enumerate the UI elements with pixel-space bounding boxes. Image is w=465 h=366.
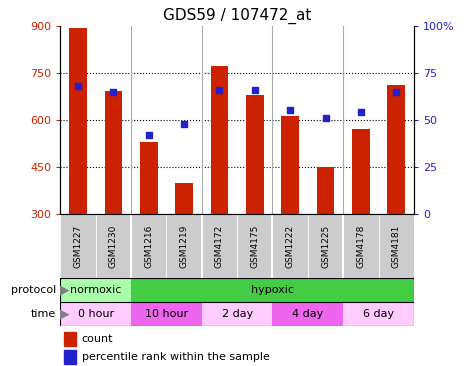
- Point: [216, 87, 223, 93]
- Text: time: time: [31, 309, 56, 319]
- FancyBboxPatch shape: [131, 214, 166, 278]
- Point: [74, 83, 82, 89]
- FancyBboxPatch shape: [96, 214, 131, 278]
- Point: [392, 89, 400, 94]
- Bar: [131, 302, 202, 326]
- Point: [145, 132, 153, 138]
- Text: GSM1225: GSM1225: [321, 224, 330, 268]
- FancyBboxPatch shape: [343, 214, 379, 278]
- Bar: [343, 302, 414, 326]
- FancyBboxPatch shape: [379, 214, 414, 278]
- Point: [286, 108, 294, 113]
- Bar: [272, 302, 343, 326]
- Text: GSM1216: GSM1216: [144, 224, 153, 268]
- Text: 2 day: 2 day: [221, 309, 253, 319]
- Bar: [69, 28, 87, 214]
- Text: GSM1219: GSM1219: [179, 224, 189, 268]
- Bar: [211, 67, 228, 214]
- Point: [110, 89, 117, 94]
- Text: 6 day: 6 day: [363, 309, 394, 319]
- Text: count: count: [82, 334, 113, 344]
- Bar: [105, 91, 122, 214]
- Text: GSM1230: GSM1230: [109, 224, 118, 268]
- FancyBboxPatch shape: [202, 214, 237, 278]
- Bar: [64, 332, 76, 346]
- Bar: [387, 85, 405, 214]
- FancyBboxPatch shape: [166, 214, 202, 278]
- Text: GSM4181: GSM4181: [392, 224, 401, 268]
- Bar: [317, 167, 334, 214]
- Text: hypoxic: hypoxic: [251, 285, 294, 295]
- Text: percentile rank within the sample: percentile rank within the sample: [82, 352, 270, 362]
- Text: GSM1222: GSM1222: [286, 225, 295, 268]
- Bar: [64, 350, 76, 364]
- Text: ▶: ▶: [60, 307, 69, 320]
- Bar: [60, 302, 131, 326]
- Text: 4 day: 4 day: [292, 309, 324, 319]
- FancyBboxPatch shape: [60, 214, 96, 278]
- Text: 0 hour: 0 hour: [78, 309, 114, 319]
- Text: ▶: ▶: [60, 284, 69, 296]
- Bar: [281, 116, 299, 214]
- Bar: [202, 302, 272, 326]
- FancyBboxPatch shape: [237, 214, 272, 278]
- Text: GSM4178: GSM4178: [356, 224, 365, 268]
- Bar: [246, 95, 264, 214]
- Text: protocol: protocol: [11, 285, 56, 295]
- Point: [180, 121, 188, 127]
- Point: [322, 115, 329, 121]
- Bar: [140, 142, 158, 214]
- Bar: [60, 278, 131, 302]
- Text: normoxic: normoxic: [70, 285, 121, 295]
- FancyBboxPatch shape: [272, 214, 308, 278]
- Text: GSM1227: GSM1227: [73, 224, 83, 268]
- Bar: [175, 183, 193, 214]
- Text: GSM4172: GSM4172: [215, 224, 224, 268]
- Bar: [352, 129, 370, 214]
- Point: [357, 109, 365, 115]
- Bar: [131, 278, 414, 302]
- Point: [251, 87, 259, 93]
- Title: GDS59 / 107472_at: GDS59 / 107472_at: [163, 8, 312, 24]
- Text: 10 hour: 10 hour: [145, 309, 188, 319]
- FancyBboxPatch shape: [308, 214, 343, 278]
- Text: GSM4175: GSM4175: [250, 224, 259, 268]
